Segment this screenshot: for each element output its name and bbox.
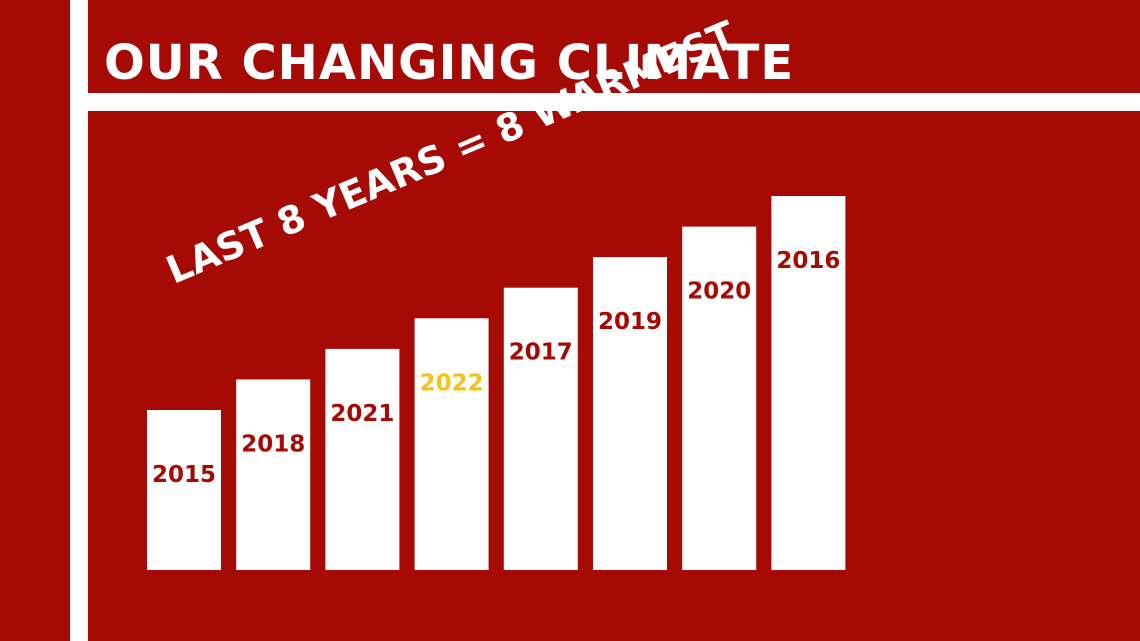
bar-label-2022: 2022: [420, 370, 484, 396]
left-white-stripe: [70, 0, 88, 641]
page-title: OUR CHANGING CLIMATE: [104, 35, 795, 91]
bar-label-2016: 2016: [776, 248, 840, 274]
bar-label-2017: 2017: [509, 340, 573, 366]
bar-2021: [325, 348, 400, 570]
bar-2017: [503, 287, 578, 570]
bar-label-2019: 2019: [598, 309, 662, 335]
bar-2019: [593, 257, 667, 570]
bar-2022: [414, 318, 489, 570]
bar-label-2015: 2015: [152, 462, 216, 488]
bar-2015: [147, 410, 221, 570]
bar-2018: [236, 379, 311, 570]
bar-label-2021: 2021: [330, 401, 394, 427]
bar-2020: [682, 226, 757, 570]
bar-label-2018: 2018: [241, 431, 305, 457]
bar-label-2020: 2020: [687, 279, 751, 305]
bar-2016: [771, 196, 846, 570]
title-underline-stripe: [88, 93, 1140, 111]
